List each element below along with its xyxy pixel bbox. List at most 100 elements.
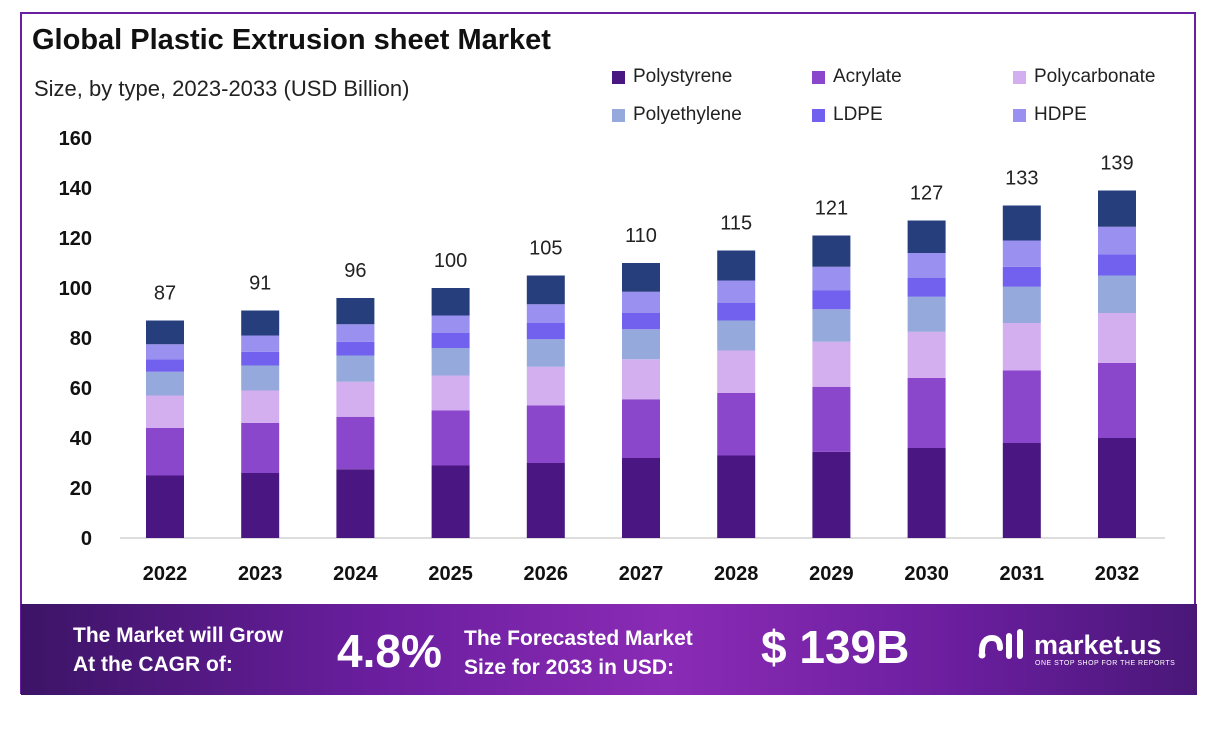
bar-segment-polystyrene <box>717 455 756 538</box>
total-data-label: 115 <box>720 213 752 235</box>
bar-segment-hdpe <box>336 324 375 342</box>
bar-segment-polyethylene <box>526 339 565 367</box>
bar-segment-top-segment <box>336 298 375 325</box>
bar-segment-polystyrene <box>622 458 660 538</box>
legend-swatch <box>612 70 625 84</box>
total-data-label: 127 <box>910 183 943 205</box>
forecast-label: The Forecasted Market Size for 2033 in U… <box>464 624 693 682</box>
bar-segment-hdpe <box>146 344 184 360</box>
legend-item-hdpe: HDPE <box>1013 104 1087 126</box>
bar-segment-ldpe <box>622 313 660 330</box>
bar-segment-hdpe <box>1002 240 1041 267</box>
bar-segment-acrylate <box>241 423 280 473</box>
total-data-label: 133 <box>1005 168 1038 190</box>
x-tick-label: 2030 <box>904 563 949 585</box>
bar-segment-polyethylene <box>431 348 470 376</box>
bar-segment-acrylate <box>1002 370 1041 443</box>
bar-segment-ldpe <box>1098 254 1136 276</box>
bar-segment-hdpe <box>717 280 756 303</box>
y-tick-label: 100 <box>59 278 92 300</box>
y-tick-label: 0 <box>81 528 92 550</box>
bar-segment-polystyrene <box>526 463 565 538</box>
bar-segment-top-segment <box>812 235 851 267</box>
bar-segment-polycarbonate <box>812 341 851 387</box>
brand-logo: market.us <box>976 628 1162 662</box>
y-tick-label: 20 <box>70 478 92 500</box>
total-data-label: 96 <box>344 260 366 282</box>
bar-segment-polystyrene <box>812 451 851 538</box>
bar-segment-polycarbonate <box>336 381 375 417</box>
bar-segment-polycarbonate <box>146 395 184 428</box>
bar-segment-polystyrene <box>907 448 946 538</box>
bar-segment-top-segment <box>526 275 565 305</box>
total-data-label: 105 <box>529 238 562 260</box>
forecast-value: $ 139B <box>761 621 910 673</box>
bar-segment-polyethylene <box>907 296 946 332</box>
cagr-value: 4.8% <box>337 625 442 677</box>
total-data-label: 100 <box>434 250 467 272</box>
legend-label: LDPE <box>833 104 883 125</box>
bar-segment-top-segment <box>717 250 756 281</box>
total-data-label: 87 <box>154 283 176 305</box>
chart-title: Global Plastic Extrusion sheet Market <box>32 24 551 56</box>
bar-segment-top-segment <box>146 320 184 345</box>
bar-segment-polycarbonate <box>1002 323 1041 371</box>
y-tick-label: 160 <box>59 128 92 150</box>
bar-segment-ldpe <box>1002 266 1041 287</box>
bar-segment-ldpe <box>431 333 470 348</box>
bar-segment-hdpe <box>431 315 470 333</box>
x-tick-label: 2023 <box>238 563 283 585</box>
x-tick-label: 2025 <box>428 563 473 585</box>
cagr-label-line2: At the CAGR of: <box>73 653 233 676</box>
bar-segment-hdpe <box>907 253 946 278</box>
total-data-label: 110 <box>625 225 657 247</box>
x-tick-label: 2022 <box>143 563 188 585</box>
legend-label: Polycarbonate <box>1034 66 1156 87</box>
bar-segment-polyethylene <box>622 329 660 360</box>
bar-segment-polycarbonate <box>431 375 470 411</box>
brand-tagline: ONE STOP SHOP FOR THE REPORTS <box>1035 660 1176 667</box>
bar-segment-ldpe <box>907 278 946 297</box>
bar-segment-ldpe <box>146 359 184 372</box>
bar-segment-polystyrene <box>241 473 280 538</box>
x-tick-label: 2028 <box>714 563 759 585</box>
bar-segment-hdpe <box>526 304 565 323</box>
legend-swatch <box>812 108 825 122</box>
legend-swatch <box>812 70 825 84</box>
bar-segment-hdpe <box>622 291 660 313</box>
bar-segment-acrylate <box>526 405 565 463</box>
bar-segment-polystyrene <box>146 475 184 538</box>
bar-segment-polystyrene <box>1098 438 1136 538</box>
bar-segment-polycarbonate <box>241 390 280 423</box>
bar-segment-top-segment <box>1098 190 1136 227</box>
bar-segment-acrylate <box>812 386 851 452</box>
bar-segment-polyethylene <box>1002 286 1041 323</box>
cagr-label: The Market will Grow At the CAGR of: <box>73 621 283 679</box>
legend-item-acrylate: Acrylate <box>812 66 902 88</box>
forecast-label-line1: The Forecasted Market <box>464 627 693 650</box>
bar-segment-polyethylene <box>812 309 851 342</box>
x-tick-label: 2029 <box>809 563 854 585</box>
bar-segment-polycarbonate <box>1098 313 1136 363</box>
x-tick-label: 2031 <box>1000 563 1045 585</box>
total-data-label: 121 <box>815 198 848 220</box>
legend-swatch <box>1013 70 1026 84</box>
bar-segment-acrylate <box>717 393 756 456</box>
bar-segment-polystyrene <box>431 465 470 538</box>
footer-banner: The Market will Grow At the CAGR of: 4.8… <box>21 604 1197 695</box>
legend-item-polystyrene: Polystyrene <box>612 66 732 88</box>
legend-label: Acrylate <box>833 66 902 87</box>
y-tick-label: 60 <box>70 378 92 400</box>
x-tick-label: 2024 <box>333 563 378 585</box>
bar-segment-top-segment <box>907 220 946 253</box>
cagr-label-line1: The Market will Grow <box>73 624 284 647</box>
bar-segment-hdpe <box>241 335 280 352</box>
forecast-label-line2: Size for 2033 in USD: <box>464 656 675 679</box>
bar-segment-hdpe <box>812 266 851 291</box>
bar-segment-ldpe <box>336 341 375 356</box>
legend-swatch <box>1013 108 1026 122</box>
total-data-label: 139 <box>1100 153 1133 175</box>
x-tick-label: 2026 <box>524 563 569 585</box>
bar-segment-polyethylene <box>336 355 375 382</box>
bar-segment-top-segment <box>622 263 660 292</box>
